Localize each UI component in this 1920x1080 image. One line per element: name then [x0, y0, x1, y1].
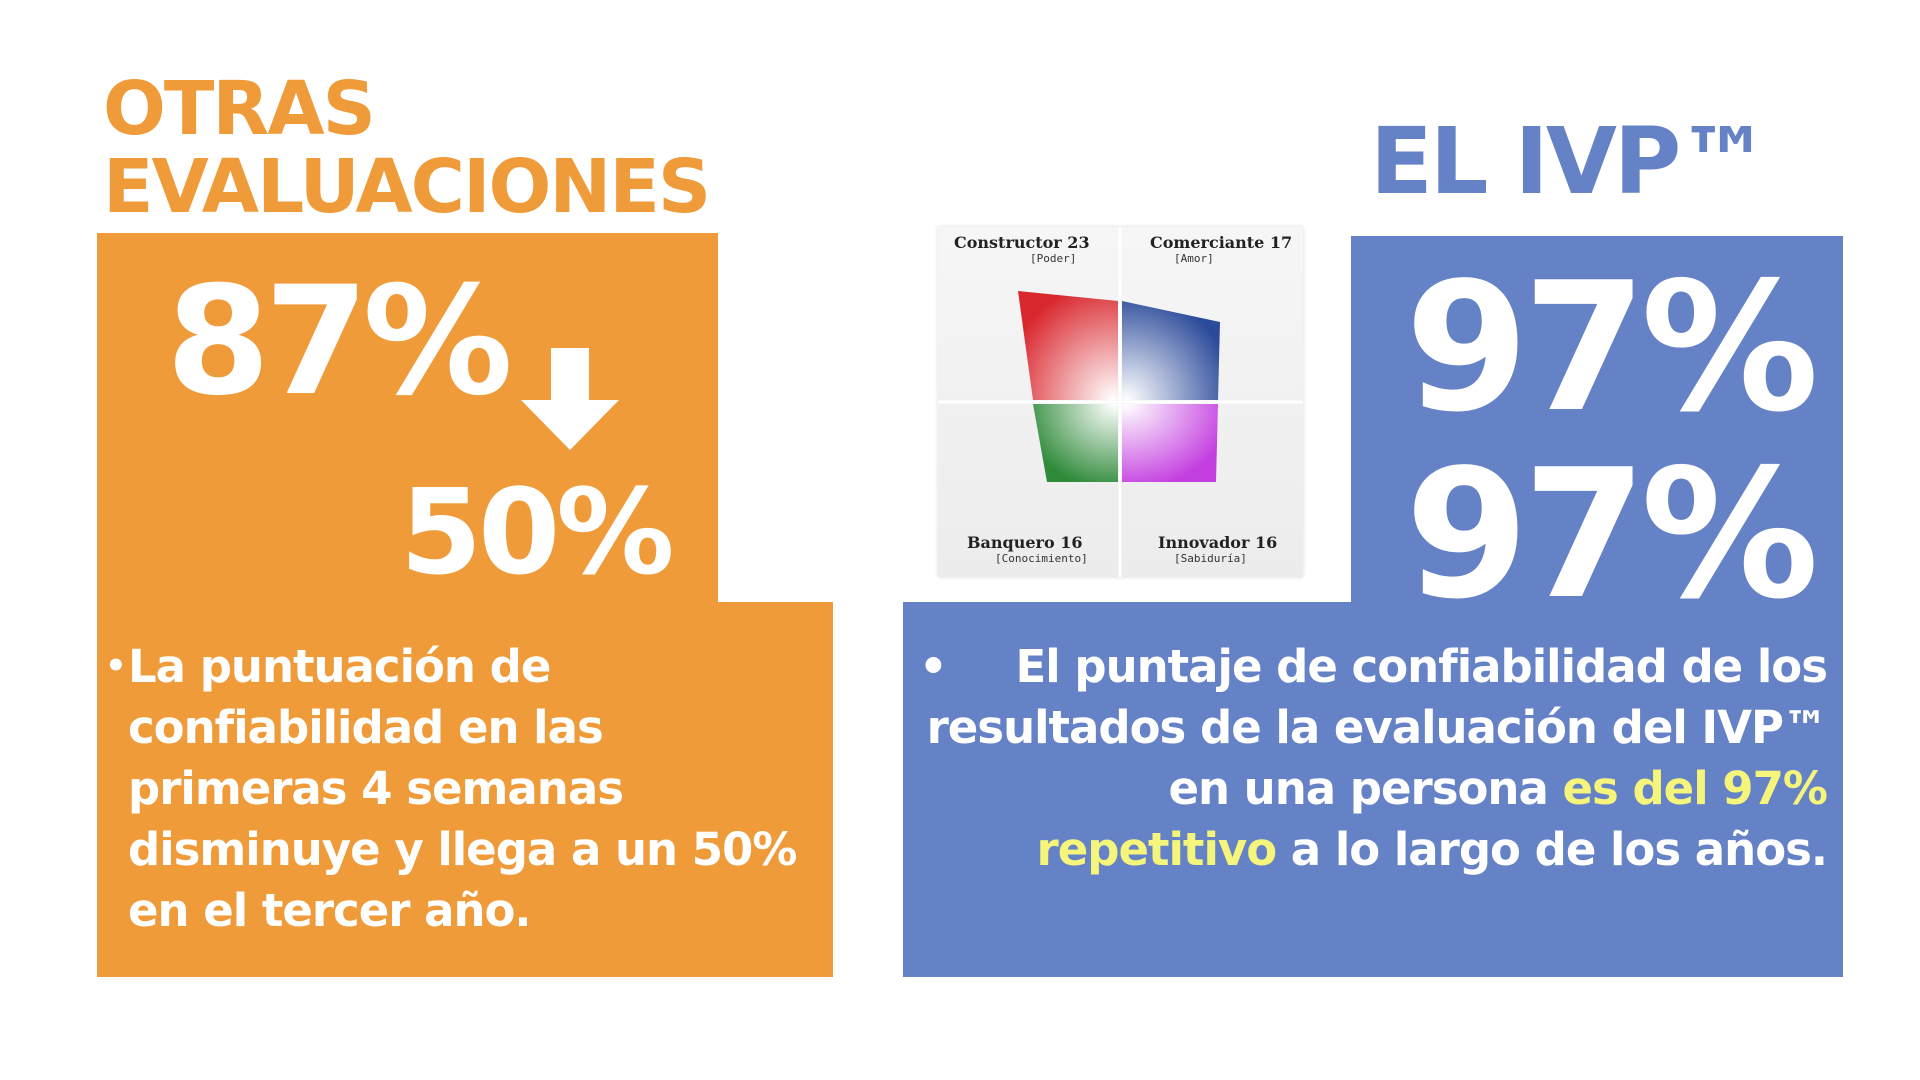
quadrant-sub-amor: [Amor] — [1174, 252, 1214, 265]
quadrant-banquero — [1033, 404, 1118, 482]
left-title-line1: OTRAS — [103, 66, 376, 152]
right-body-part1: El puntaje de confiabilidad de los resul… — [926, 640, 1828, 815]
stat-97-second: 97% — [1405, 431, 1819, 638]
quadrant-chart-image: Constructor 23 [Poder] Comerciante 17 [A… — [938, 227, 1303, 577]
left-body-text: La puntuación de confiabilidad en las pr… — [128, 640, 797, 937]
stat-97-first: 97% — [1405, 244, 1819, 451]
quadrant-label-innovador: Innovador 16 — [1158, 533, 1278, 552]
quadrant-constructor — [1018, 291, 1118, 400]
left-title-line2: EVALUACIONES — [103, 144, 711, 230]
stat-after: 50% — [400, 463, 674, 601]
bullet-icon: • — [105, 646, 127, 686]
bullet-icon: • — [919, 640, 948, 693]
down-arrow-icon — [521, 348, 619, 450]
quadrant-label-banquero: Banquero 16 — [967, 533, 1083, 552]
right-title: EL IVP™ — [1370, 108, 1770, 215]
quadrant-graphic — [938, 227, 1303, 577]
quadrant-sub-poder: [Poder] — [1030, 252, 1077, 265]
stat-before: 87% — [166, 255, 513, 429]
right-bullet-text: • El puntaje de confiabilidad de los res… — [915, 636, 1828, 880]
left-stat-panel — [97, 233, 718, 603]
quadrant-sub-conocimiento: [Conocimiento] — [995, 552, 1088, 565]
quadrant-label-comerciante: Comerciante 17 — [1150, 233, 1293, 252]
left-bullet-text: • La puntuación de confiabilidad en las … — [105, 636, 825, 941]
quadrant-sub-sabiduria: [Sabiduría] — [1174, 552, 1247, 565]
right-body-highlight: es del 97% repetitivo — [1036, 762, 1828, 876]
left-text-panel — [97, 602, 833, 977]
quadrant-label-constructor: Constructor 23 — [954, 233, 1090, 252]
left-title: OTRAS EVALUACIONES — [103, 70, 743, 226]
quadrant-comerciante — [1122, 301, 1220, 400]
right-body-part2: a lo largo de los años. — [1276, 823, 1828, 876]
right-stat-panel — [1351, 236, 1843, 606]
right-text-panel — [903, 602, 1843, 977]
quadrant-innovador — [1122, 404, 1218, 482]
